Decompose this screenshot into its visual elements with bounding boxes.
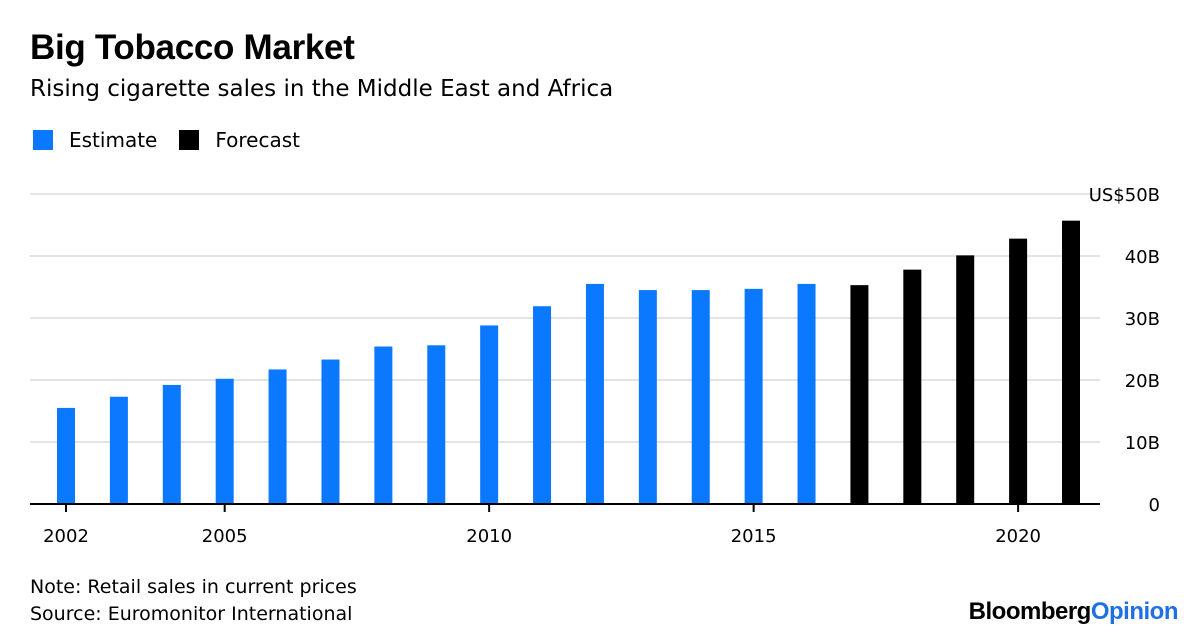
bar-estimate-2013 — [638, 290, 657, 504]
x-tick-label: 2020 — [995, 526, 1041, 547]
y-tick-label: 0 — [1149, 495, 1160, 516]
bar-estimate-2004 — [162, 384, 181, 504]
y-tick-label: 40B — [1125, 247, 1160, 268]
chart-notes: Note: Retail sales in current prices Sou… — [30, 574, 357, 628]
y-tick-label: 20B — [1125, 371, 1160, 392]
legend-swatch-forecast — [179, 130, 200, 150]
chart-title: Big Tobacco Market — [30, 28, 355, 67]
bar-estimate-2010 — [480, 325, 499, 504]
bar-estimate-2007 — [321, 359, 340, 504]
y-tick-label: 10B — [1125, 433, 1160, 454]
y-tick-label: US$50B — [1089, 185, 1160, 206]
chart-subtitle: Rising cigarette sales in the Middle Eas… — [30, 76, 614, 102]
bar-estimate-2016 — [797, 283, 816, 504]
bar-forecast-2021 — [1062, 220, 1080, 504]
bar-estimate-2003 — [109, 396, 128, 504]
note-text: Note: Retail sales in current prices — [30, 576, 357, 598]
bar-estimate-2006 — [268, 369, 287, 504]
bar-estimate-2014 — [691, 290, 710, 504]
bar-chart: 0 10B 20B 30B 40B US$50B 2002 2005 2010 2015 2020 — [30, 185, 1160, 547]
legend-item-forecast: Forecast — [179, 128, 300, 152]
brand-part1: Bloomberg — [968, 598, 1092, 625]
x-tick-label: 2002 — [43, 526, 89, 547]
x-tick-label: 2010 — [466, 526, 512, 547]
y-tick-label: 30B — [1125, 309, 1160, 330]
bloomberg-opinion-logo: BloombergOpinion — [968, 598, 1179, 626]
bar-estimate-2012 — [585, 283, 604, 504]
bar-estimate-2009 — [427, 345, 446, 504]
bar-estimate-2008 — [374, 346, 393, 504]
legend: Estimate Forecast — [33, 128, 322, 152]
legend-label-forecast: Forecast — [215, 128, 300, 152]
legend-item-estimate: Estimate — [33, 128, 157, 152]
legend-swatch-estimate — [33, 130, 53, 150]
bar-forecast-2020 — [1009, 238, 1028, 504]
bar-estimate-2011 — [533, 306, 552, 504]
bar-estimate-2015 — [744, 288, 763, 504]
bar-estimate-2005 — [215, 378, 234, 504]
bar-forecast-2018 — [903, 269, 922, 504]
source-text: Source: Euromonitor International — [30, 603, 353, 625]
bar-forecast-2019 — [956, 255, 975, 504]
x-tick-label: 2015 — [731, 526, 777, 547]
bar-forecast-2017 — [850, 285, 869, 504]
x-tick-label: 2005 — [202, 526, 248, 547]
brand-part2: Opinion — [1090, 598, 1179, 625]
bar-estimate-2002 — [57, 407, 75, 504]
legend-label-estimate: Estimate — [69, 128, 158, 152]
